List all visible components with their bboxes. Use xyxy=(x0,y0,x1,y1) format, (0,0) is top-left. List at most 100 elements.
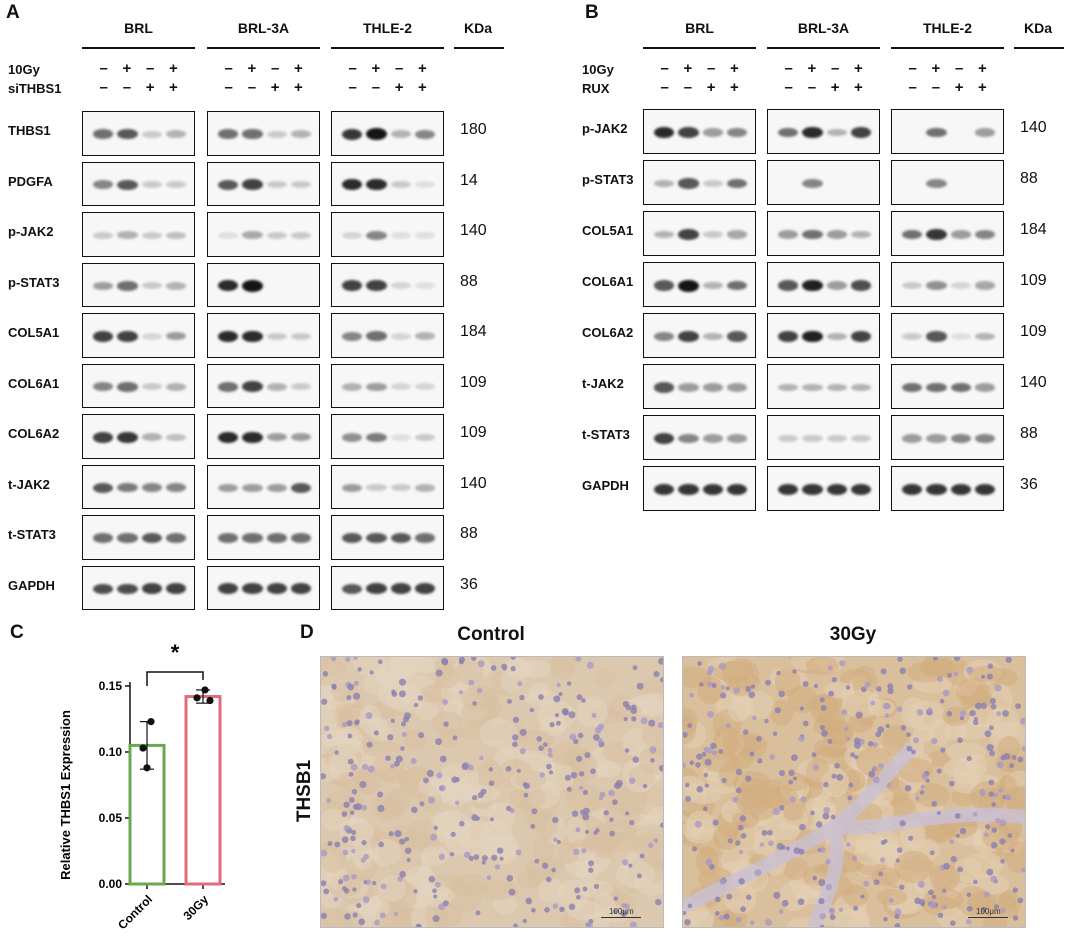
treatment-sign: – xyxy=(394,60,404,77)
micro-title-control: Control xyxy=(457,624,525,645)
blot-strip xyxy=(643,160,756,205)
blot-band xyxy=(290,130,311,139)
blot-band xyxy=(242,533,263,544)
blot-band xyxy=(850,383,871,392)
blot-band xyxy=(654,230,675,239)
blot-band xyxy=(414,533,435,544)
blot-strip xyxy=(891,466,1004,511)
blot-strip xyxy=(643,262,756,307)
micrograph-30gy: 100μm xyxy=(682,656,1026,928)
micro-title-30gy: 30Gy xyxy=(829,624,877,645)
blot-band xyxy=(218,129,239,140)
blot-strip xyxy=(767,313,880,358)
panel-c-bar-chart: Relative THBS1 Expression 0.000.050.100.… xyxy=(58,640,225,932)
treatment-sign: – xyxy=(224,79,233,96)
blot-band xyxy=(726,331,747,342)
protein-label-t-stat3: t-STAT3 xyxy=(582,427,630,442)
blot-band xyxy=(390,533,411,544)
blot-band xyxy=(850,434,871,443)
kda-value: 109 xyxy=(1020,272,1047,289)
blot-band xyxy=(366,280,387,292)
blot-band xyxy=(726,483,747,496)
blot-band xyxy=(141,231,162,239)
treatment-sign: – xyxy=(348,79,357,96)
blot-band xyxy=(218,231,239,239)
blot-strip xyxy=(82,363,195,408)
blot-strip xyxy=(767,364,880,409)
blot-band xyxy=(290,433,311,442)
blot-band xyxy=(390,583,411,595)
header-rule xyxy=(767,47,880,49)
blot-band xyxy=(242,279,263,292)
treatment-sign: – xyxy=(706,60,716,77)
blot-strip xyxy=(331,313,444,358)
header-rule xyxy=(1014,47,1064,49)
treatment-sign: – xyxy=(247,79,257,96)
significance-bracket xyxy=(146,671,204,686)
kda-value: 88 xyxy=(1020,170,1038,187)
header-rule xyxy=(207,47,320,49)
y-tick-label: 0.05 xyxy=(99,811,123,825)
treatment-label: RUX xyxy=(582,81,610,96)
blot-band xyxy=(117,129,138,140)
blot-band xyxy=(974,230,995,239)
protein-label-thbs1: THBS1 xyxy=(8,123,51,138)
treatment-sign: + xyxy=(247,60,257,77)
blot-band xyxy=(702,434,723,443)
blot-band xyxy=(974,281,995,290)
blot-strip xyxy=(82,111,195,156)
treatment-label: 10Gy xyxy=(582,62,614,77)
blot-band xyxy=(702,483,723,496)
treatment-sign: – xyxy=(784,79,793,96)
blot-strip xyxy=(891,109,1004,154)
treatment-sign: – xyxy=(830,60,840,77)
treatment-sign: – xyxy=(807,79,817,96)
blot-band xyxy=(117,231,138,240)
x-tick-label: Control xyxy=(115,892,155,932)
blot-band xyxy=(266,483,287,492)
blot-strip xyxy=(643,211,756,256)
blot-band xyxy=(242,483,263,492)
protein-label-col6a2: COL6A2 xyxy=(8,426,60,441)
blot-band xyxy=(678,279,699,292)
blot-band xyxy=(390,282,411,290)
protein-label-t-stat3: t-STAT3 xyxy=(8,527,56,542)
blot-band xyxy=(950,434,971,443)
treatment-sign: + xyxy=(168,79,178,96)
blot-strip xyxy=(207,313,320,358)
treatment-sign: – xyxy=(270,60,280,77)
blot-band xyxy=(414,332,435,341)
blot-band xyxy=(390,383,411,391)
blot-band xyxy=(93,129,114,140)
blot-strip xyxy=(767,466,880,511)
blot-band xyxy=(414,282,435,290)
blot-band xyxy=(974,128,995,137)
treatment-sign: + xyxy=(853,79,863,96)
blot-strip xyxy=(82,414,195,459)
blot-band xyxy=(117,179,138,190)
blot-strip xyxy=(767,262,880,307)
blot-band xyxy=(802,126,823,139)
blot-band xyxy=(366,484,387,492)
protein-label-gapdh: GAPDH xyxy=(582,478,629,493)
blot-band xyxy=(802,279,823,292)
treatment-sign: + xyxy=(830,79,840,96)
blot-band xyxy=(218,330,239,342)
kda-header: KDa xyxy=(1023,20,1052,36)
blot-band xyxy=(342,432,363,442)
kda-header: KDa xyxy=(463,20,492,36)
blot-band xyxy=(702,230,723,239)
blot-band xyxy=(390,332,411,340)
blot-band xyxy=(726,230,747,239)
kda-value: 109 xyxy=(1020,323,1047,340)
blot-band xyxy=(342,583,363,594)
blot-band xyxy=(117,533,138,544)
treatment-sign: + xyxy=(417,60,427,77)
blot-band xyxy=(93,281,114,290)
blot-strip xyxy=(331,161,444,206)
blot-band xyxy=(342,179,363,191)
blot-band xyxy=(778,383,799,392)
kda-value: 109 xyxy=(460,373,487,391)
protein-label-t-jak2: t-JAK2 xyxy=(582,376,624,391)
blot-band xyxy=(93,180,114,190)
